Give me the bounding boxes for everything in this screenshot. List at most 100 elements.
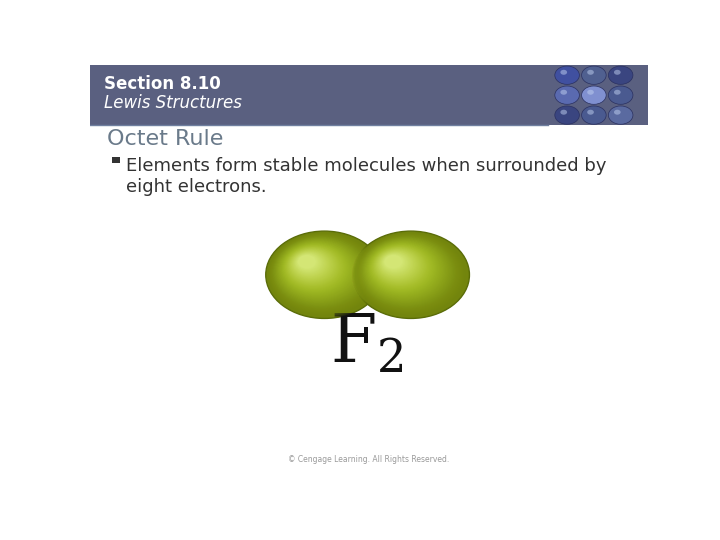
Ellipse shape xyxy=(276,239,362,303)
Ellipse shape xyxy=(283,244,348,292)
Bar xyxy=(112,157,120,163)
Ellipse shape xyxy=(377,250,417,279)
Ellipse shape xyxy=(384,255,402,268)
Circle shape xyxy=(582,66,606,84)
Circle shape xyxy=(588,110,594,114)
Ellipse shape xyxy=(359,235,457,309)
Ellipse shape xyxy=(297,255,317,269)
Ellipse shape xyxy=(352,231,469,319)
Ellipse shape xyxy=(273,237,368,307)
Circle shape xyxy=(608,66,633,84)
Ellipse shape xyxy=(361,238,450,304)
Ellipse shape xyxy=(287,247,337,285)
Circle shape xyxy=(555,86,580,104)
Ellipse shape xyxy=(270,234,374,312)
Circle shape xyxy=(560,70,567,75)
Ellipse shape xyxy=(364,240,446,301)
Ellipse shape xyxy=(359,236,456,308)
Ellipse shape xyxy=(293,252,326,276)
Ellipse shape xyxy=(381,252,410,274)
Circle shape xyxy=(588,70,594,75)
Ellipse shape xyxy=(379,252,413,276)
Ellipse shape xyxy=(380,252,411,275)
Text: Section 8.10: Section 8.10 xyxy=(104,75,221,93)
Ellipse shape xyxy=(279,240,356,299)
Ellipse shape xyxy=(295,253,321,273)
Ellipse shape xyxy=(357,235,459,311)
Ellipse shape xyxy=(267,232,379,316)
Ellipse shape xyxy=(282,244,348,293)
Circle shape xyxy=(588,90,594,94)
Bar xyxy=(90,65,648,125)
Text: Elements form stable molecules when surrounded by: Elements form stable molecules when surr… xyxy=(126,157,607,175)
Ellipse shape xyxy=(379,251,415,278)
Ellipse shape xyxy=(356,234,462,313)
Ellipse shape xyxy=(291,250,330,279)
Ellipse shape xyxy=(369,244,435,293)
Ellipse shape xyxy=(289,248,334,282)
Ellipse shape xyxy=(354,232,466,316)
Ellipse shape xyxy=(276,239,360,301)
Ellipse shape xyxy=(379,251,413,276)
Ellipse shape xyxy=(284,245,346,291)
Ellipse shape xyxy=(376,248,420,282)
Ellipse shape xyxy=(367,242,438,295)
Ellipse shape xyxy=(290,249,333,281)
Ellipse shape xyxy=(298,255,315,268)
Ellipse shape xyxy=(277,240,359,301)
Ellipse shape xyxy=(292,251,327,276)
Circle shape xyxy=(614,70,621,75)
Ellipse shape xyxy=(360,237,454,307)
Ellipse shape xyxy=(364,240,444,300)
Ellipse shape xyxy=(382,253,407,272)
Ellipse shape xyxy=(292,250,329,279)
Ellipse shape xyxy=(371,245,431,289)
Circle shape xyxy=(614,110,621,114)
Ellipse shape xyxy=(378,250,415,279)
Ellipse shape xyxy=(365,241,442,298)
Ellipse shape xyxy=(359,237,454,307)
Ellipse shape xyxy=(271,235,373,311)
Ellipse shape xyxy=(274,237,366,306)
Ellipse shape xyxy=(286,246,341,287)
Ellipse shape xyxy=(278,240,358,300)
Ellipse shape xyxy=(354,232,467,317)
Ellipse shape xyxy=(383,254,405,270)
Ellipse shape xyxy=(374,247,424,285)
Ellipse shape xyxy=(284,245,344,289)
Text: Octet Rule: Octet Rule xyxy=(107,129,223,149)
Ellipse shape xyxy=(358,235,458,310)
Ellipse shape xyxy=(282,243,350,294)
Ellipse shape xyxy=(290,249,331,280)
Ellipse shape xyxy=(370,245,432,291)
Ellipse shape xyxy=(274,238,364,305)
Ellipse shape xyxy=(281,242,352,295)
Circle shape xyxy=(555,66,580,84)
Ellipse shape xyxy=(361,238,451,305)
Ellipse shape xyxy=(366,242,440,296)
Ellipse shape xyxy=(289,248,335,283)
Ellipse shape xyxy=(381,253,409,273)
Circle shape xyxy=(582,86,606,104)
Ellipse shape xyxy=(297,254,319,271)
Ellipse shape xyxy=(266,231,383,319)
Ellipse shape xyxy=(356,234,462,313)
Ellipse shape xyxy=(276,239,361,302)
Ellipse shape xyxy=(287,247,340,286)
Ellipse shape xyxy=(372,245,429,289)
Ellipse shape xyxy=(354,233,465,315)
Ellipse shape xyxy=(274,237,367,307)
Ellipse shape xyxy=(279,241,356,298)
Ellipse shape xyxy=(384,255,403,269)
Text: © Cengage Learning. All Rights Reserved.: © Cengage Learning. All Rights Reserved. xyxy=(289,455,449,464)
Ellipse shape xyxy=(361,237,452,306)
Ellipse shape xyxy=(377,249,418,280)
Ellipse shape xyxy=(382,253,408,273)
Ellipse shape xyxy=(280,242,354,296)
Circle shape xyxy=(582,106,606,124)
Ellipse shape xyxy=(266,231,383,319)
Ellipse shape xyxy=(269,234,375,313)
Ellipse shape xyxy=(296,253,320,272)
Ellipse shape xyxy=(292,251,328,278)
Ellipse shape xyxy=(374,247,425,285)
